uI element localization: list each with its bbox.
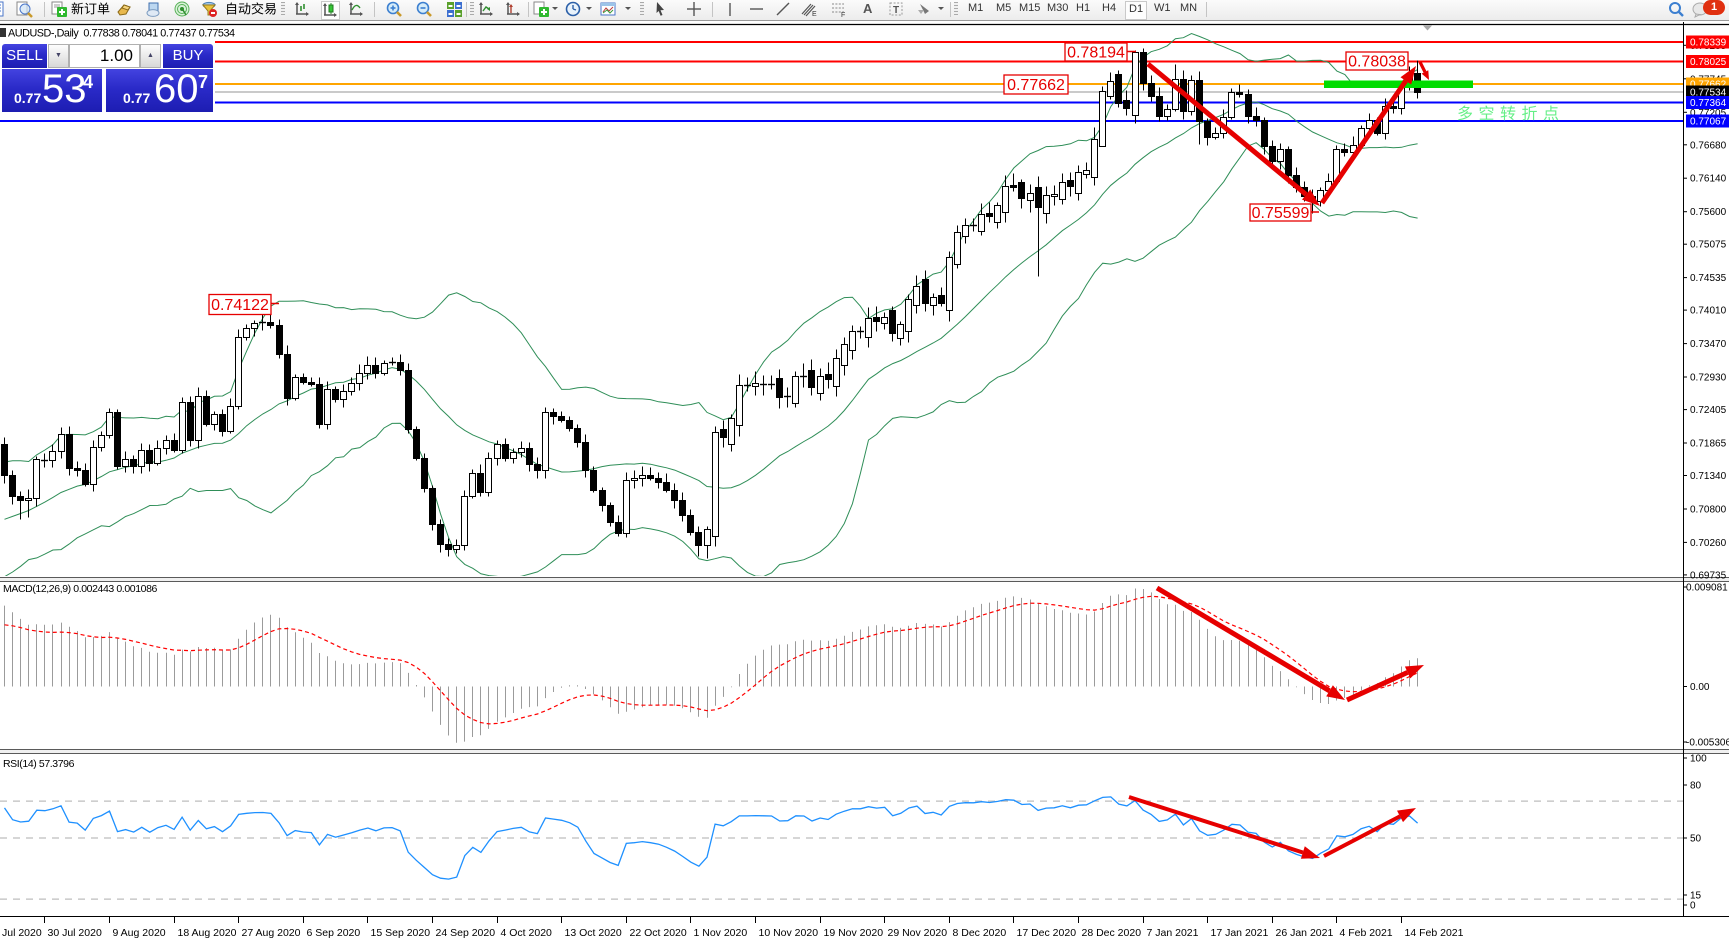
svg-text:F: F xyxy=(841,12,845,18)
svg-text:24 Sep 2020: 24 Sep 2020 xyxy=(436,927,496,939)
svg-text:0.74122: 0.74122 xyxy=(211,297,269,314)
svg-text:0.00: 0.00 xyxy=(1690,682,1710,693)
svg-text:0.70800: 0.70800 xyxy=(1690,505,1727,516)
svg-text:0.72405: 0.72405 xyxy=(1690,405,1727,416)
svg-text:T: T xyxy=(893,5,899,16)
svg-text:80: 80 xyxy=(1690,781,1702,792)
svg-text:1 Nov 2020: 1 Nov 2020 xyxy=(694,927,748,939)
svg-text:9 Aug 2020: 9 Aug 2020 xyxy=(113,927,166,939)
svg-text:0.73470: 0.73470 xyxy=(1690,339,1727,350)
svg-text:4 Feb 2021: 4 Feb 2021 xyxy=(1340,927,1393,939)
svg-text:0.71865: 0.71865 xyxy=(1690,439,1727,450)
svg-text:17 Dec 2020: 17 Dec 2020 xyxy=(1017,927,1077,939)
svg-text:0.77067: 0.77067 xyxy=(1690,117,1727,128)
svg-text:0.70260: 0.70260 xyxy=(1690,538,1727,549)
svg-text:19 Nov 2020: 19 Nov 2020 xyxy=(824,927,884,939)
svg-text:6 Sep 2020: 6 Sep 2020 xyxy=(307,927,361,939)
svg-text:17 Jan 2021: 17 Jan 2021 xyxy=(1211,927,1269,939)
svg-text:0.72930: 0.72930 xyxy=(1690,373,1727,384)
svg-text:Jul 2020: Jul 2020 xyxy=(2,927,42,939)
svg-text:0.76680: 0.76680 xyxy=(1690,140,1727,151)
svg-text:0.69735: 0.69735 xyxy=(1690,570,1727,581)
svg-text:0.77534: 0.77534 xyxy=(1690,88,1727,99)
svg-text:27 Aug 2020: 27 Aug 2020 xyxy=(242,927,301,939)
svg-text:100: 100 xyxy=(1690,754,1707,765)
svg-text:14 Feb 2021: 14 Feb 2021 xyxy=(1405,927,1464,939)
svg-text:26 Jan 2021: 26 Jan 2021 xyxy=(1276,927,1334,939)
svg-text:30 Jul 2020: 30 Jul 2020 xyxy=(48,927,102,939)
svg-text:8 Dec 2020: 8 Dec 2020 xyxy=(953,927,1007,939)
svg-text:4 Oct 2020: 4 Oct 2020 xyxy=(501,927,553,939)
svg-text:10 Nov 2020: 10 Nov 2020 xyxy=(759,927,819,939)
svg-text:7 Jan 2021: 7 Jan 2021 xyxy=(1147,927,1199,939)
svg-text:0.75599: 0.75599 xyxy=(1252,205,1310,222)
svg-text:0.77662: 0.77662 xyxy=(1690,80,1727,91)
svg-text:0.76140: 0.76140 xyxy=(1690,174,1727,185)
svg-text:-0.005306: -0.005306 xyxy=(1686,738,1729,749)
svg-text:0.74010: 0.74010 xyxy=(1690,306,1727,317)
svg-text:0.71340: 0.71340 xyxy=(1690,471,1727,482)
svg-text:0.78339: 0.78339 xyxy=(1690,38,1727,49)
svg-text:0.75600: 0.75600 xyxy=(1690,207,1727,218)
svg-text:0.78025: 0.78025 xyxy=(1690,57,1727,68)
svg-text:RSI(14) 57.3796: RSI(14) 57.3796 xyxy=(3,758,75,770)
svg-text:29 Nov 2020: 29 Nov 2020 xyxy=(888,927,948,939)
svg-text:0.75075: 0.75075 xyxy=(1690,240,1727,251)
svg-text:0.74535: 0.74535 xyxy=(1690,273,1727,284)
svg-text:13 Oct 2020: 13 Oct 2020 xyxy=(565,927,622,939)
svg-text:0.77205: 0.77205 xyxy=(1690,108,1727,119)
svg-text:15: 15 xyxy=(1690,891,1702,902)
svg-text:0.78038: 0.78038 xyxy=(1348,54,1406,71)
svg-text:MACD(12,26,9) 0.002443 0.00108: MACD(12,26,9) 0.002443 0.001086 xyxy=(3,583,158,595)
svg-text:28 Dec 2020: 28 Dec 2020 xyxy=(1082,927,1142,939)
svg-text:0.77662: 0.77662 xyxy=(1007,77,1065,94)
svg-text:0.77364: 0.77364 xyxy=(1690,98,1727,109)
svg-text:E: E xyxy=(812,11,817,18)
svg-text:18 Aug 2020: 18 Aug 2020 xyxy=(178,927,237,939)
svg-text:15 Sep 2020: 15 Sep 2020 xyxy=(371,927,431,939)
svg-text:22 Oct 2020: 22 Oct 2020 xyxy=(630,927,687,939)
svg-text:0.009081: 0.009081 xyxy=(1686,583,1728,594)
svg-text:0: 0 xyxy=(1690,901,1696,912)
svg-text:0.78194: 0.78194 xyxy=(1067,45,1125,62)
svg-text:50: 50 xyxy=(1690,834,1702,845)
svg-text:AUDUSD-,Daily 0.77838 0.78041: AUDUSD-,Daily 0.77838 0.78041 0.77437 0.… xyxy=(8,28,235,40)
